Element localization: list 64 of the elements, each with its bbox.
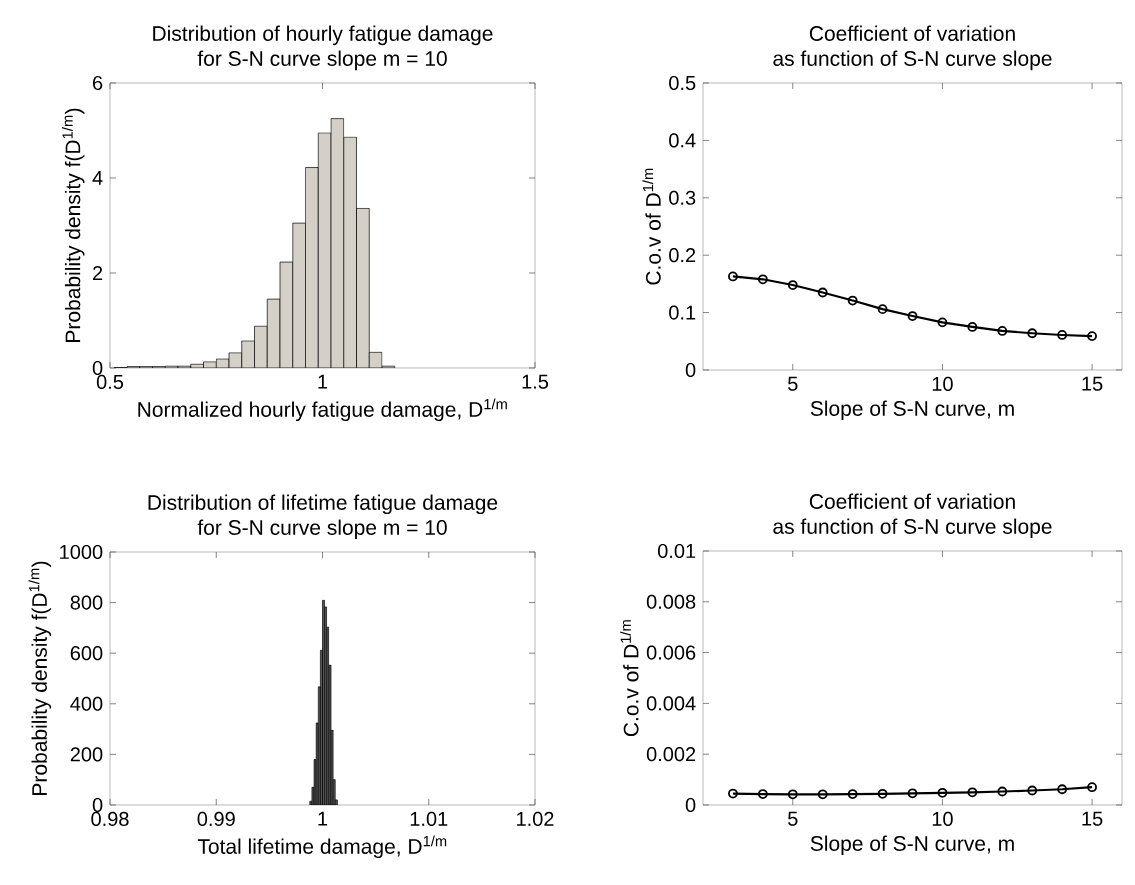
x-axis-title: Total lifetime damage, D$^{1/m}$: [197, 835, 447, 859]
x-tick-label: 1: [318, 811, 328, 826]
point: [847, 295, 858, 306]
y-tick-label: 0.002: [646, 747, 696, 762]
x-tick-label: 5: [788, 376, 798, 391]
y-tick-label: 0.4: [669, 133, 696, 148]
x-axis-title: Slope of S-N curve, m: [810, 835, 1014, 856]
x-tick-label: 0.98: [91, 811, 129, 826]
y-tick-label: 600: [70, 646, 103, 661]
y-tick-label: 200: [70, 747, 103, 762]
y-tick-label: 0: [685, 797, 696, 813]
point: [787, 280, 798, 290]
x-tick-label: 1.02: [517, 811, 554, 826]
y-tick-label: 2: [93, 266, 103, 280]
y-tick-label: 1000: [60, 544, 103, 560]
chart-subtitle: as function of S-N curve slope: [773, 518, 1052, 539]
y-tick-label: 0: [92, 360, 103, 376]
chart-title: Distribution of hourly fatigue damage: [153, 25, 493, 46]
chart-title: Coefficient of variation: [809, 493, 1015, 509]
y-tick-label: 400: [70, 696, 103, 711]
y-axis-title: C.o.v of D$^{1/m}$: [620, 620, 639, 737]
y-tick-label: 0.3: [669, 190, 696, 205]
x-tick-label: 5: [788, 811, 798, 826]
x-tick-label: 0.99: [197, 811, 235, 826]
x-tick-label: 15: [1082, 811, 1103, 826]
x-axis-title: Slope of S-N curve, m: [810, 400, 1014, 421]
point: [937, 317, 948, 328]
chart-subtitle: for S-N curve slope m = 10: [197, 519, 447, 540]
y-tick-label: 0.2: [669, 248, 696, 263]
x-tick-label: 10: [932, 376, 953, 391]
y-tick-label: 0.008: [646, 594, 696, 609]
y-tick-label: 0.004: [646, 696, 696, 711]
y-axis-title: Probability density f(D$^{1/m}$): [61, 108, 85, 342]
point: [1057, 330, 1068, 340]
y-axis-title: Probability density f(D$^{1/m}$): [28, 561, 52, 795]
chart-subtitle: for S-N curve slope m = 10: [197, 50, 447, 71]
x-tick-label: 1.5: [522, 374, 549, 389]
y-tick-label: 6: [93, 75, 103, 91]
y-tick-label: 0.006: [646, 645, 696, 660]
x-tick-label: 10: [932, 811, 953, 826]
point: [817, 287, 828, 298]
y-tick-label: 0.01: [658, 543, 696, 559]
x-tick-label: 15: [1082, 376, 1103, 391]
y-axis-title: C.o.v of D$^{1/m}$: [642, 168, 661, 285]
chart-title: Distribution of lifetime fatigue damage: [148, 494, 498, 515]
point: [907, 311, 918, 321]
y-tick-label: 800: [70, 595, 103, 610]
x-axis-title: Normalized hourly fatigue damage, D$^{1/m}$: [138, 398, 507, 422]
y-tick-label: 0: [92, 797, 103, 813]
y-tick-label: 4: [92, 171, 103, 185]
x-tick-label: 1: [318, 374, 328, 389]
y-tick-label: 0: [685, 362, 696, 378]
point: [997, 326, 1008, 336]
x-tick-label: 1.01: [410, 811, 448, 826]
point: [1087, 331, 1097, 342]
y-tick-label: 0.5: [669, 75, 696, 91]
chart-title: Coefficient of variation: [809, 25, 1015, 41]
y-tick-label: 0.1: [669, 305, 696, 320]
point: [757, 274, 768, 285]
chart-subtitle: as function of S-N curve slope: [773, 50, 1052, 71]
point: [877, 304, 888, 315]
point: [1027, 328, 1038, 339]
point: [728, 271, 738, 282]
point: [967, 322, 978, 332]
